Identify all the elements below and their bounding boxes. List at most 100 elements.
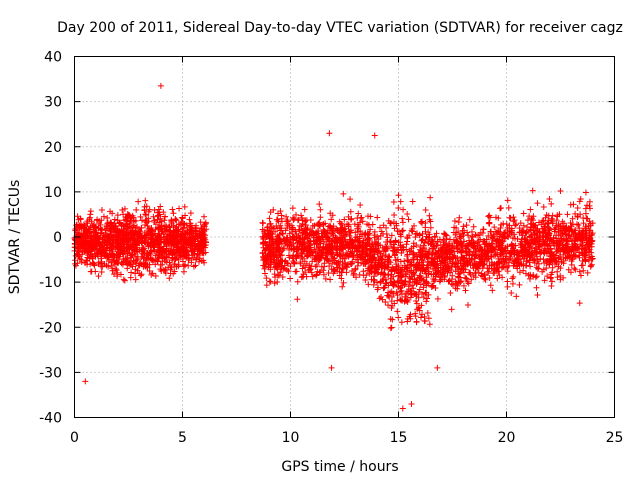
data-point (566, 231, 573, 238)
data-point (560, 260, 567, 267)
data-point (477, 229, 484, 236)
data-point (472, 270, 479, 277)
data-point (311, 246, 318, 253)
data-point (425, 315, 432, 322)
data-point (400, 244, 407, 251)
data-point (413, 253, 420, 260)
data-point (463, 252, 470, 259)
data-point (287, 275, 294, 282)
data-point (585, 240, 592, 247)
data-point (371, 132, 378, 139)
data-point (82, 378, 89, 385)
data-point (565, 266, 572, 273)
data-point (330, 232, 337, 239)
data-point (574, 213, 581, 220)
data-point (419, 290, 426, 297)
data-point (91, 262, 98, 269)
data-point (437, 276, 444, 283)
data-point (98, 269, 105, 276)
data-point (540, 204, 547, 211)
data-point (422, 289, 429, 296)
data-point (388, 288, 395, 295)
data-point (448, 276, 455, 283)
data-point (547, 236, 554, 243)
data-point (117, 271, 124, 278)
data-point (464, 301, 471, 308)
data-point (262, 254, 269, 261)
data-point (403, 241, 410, 248)
data-point (285, 268, 292, 275)
data-point (586, 248, 593, 255)
data-point (148, 256, 155, 263)
data-point (459, 227, 466, 234)
data-point (423, 298, 430, 305)
data-point (195, 252, 202, 259)
data-point (122, 255, 129, 262)
data-point (405, 286, 412, 293)
data-point (360, 239, 367, 246)
data-point (171, 228, 178, 235)
data-point (393, 261, 400, 268)
data-point (385, 302, 392, 309)
data-point (447, 251, 454, 258)
data-point (108, 262, 115, 269)
data-point (303, 253, 310, 260)
data-point (294, 296, 301, 303)
data-point (273, 216, 280, 223)
data-point (112, 265, 119, 272)
data-point (337, 252, 344, 259)
data-point (152, 226, 159, 233)
data-point (386, 293, 393, 300)
data-point (520, 267, 527, 274)
y-tick-label: 40 (44, 50, 62, 66)
data-point (289, 234, 296, 241)
data-point (92, 244, 99, 251)
data-point (472, 274, 479, 281)
data-point (100, 213, 107, 220)
data-point (75, 216, 82, 223)
data-point (261, 230, 268, 237)
data-point (142, 234, 149, 241)
data-point (123, 245, 130, 252)
data-point (328, 216, 335, 223)
data-point (462, 248, 469, 255)
data-point (143, 219, 150, 226)
data-point (459, 244, 466, 251)
data-point (523, 229, 530, 236)
data-point (419, 261, 426, 268)
data-point (565, 248, 572, 255)
data-point (121, 240, 128, 247)
data-point (339, 221, 346, 228)
data-point (144, 264, 151, 271)
data-point (492, 246, 499, 253)
data-point (568, 261, 575, 268)
data-point (191, 243, 198, 250)
data-point (98, 260, 105, 267)
data-point (527, 263, 534, 270)
data-point (389, 316, 396, 323)
data-point (148, 228, 155, 235)
y-tick-label: -40 (39, 411, 62, 427)
data-point (375, 248, 382, 255)
data-point (284, 260, 291, 267)
data-point (74, 238, 81, 245)
x-tick-label: 20 (498, 430, 516, 446)
data-point (586, 198, 593, 205)
data-point (377, 242, 384, 249)
data-point (459, 254, 466, 261)
data-point (586, 232, 593, 239)
data-point (468, 228, 475, 235)
data-point (344, 220, 351, 227)
data-point (458, 278, 465, 285)
data-point (327, 276, 334, 283)
data-point (390, 239, 397, 246)
data-point (499, 264, 506, 271)
data-point (420, 242, 427, 249)
data-point (425, 268, 432, 275)
data-point (263, 241, 270, 248)
data-point (179, 258, 186, 265)
data-point (407, 262, 414, 269)
data-point (430, 271, 437, 278)
data-point (453, 237, 460, 244)
